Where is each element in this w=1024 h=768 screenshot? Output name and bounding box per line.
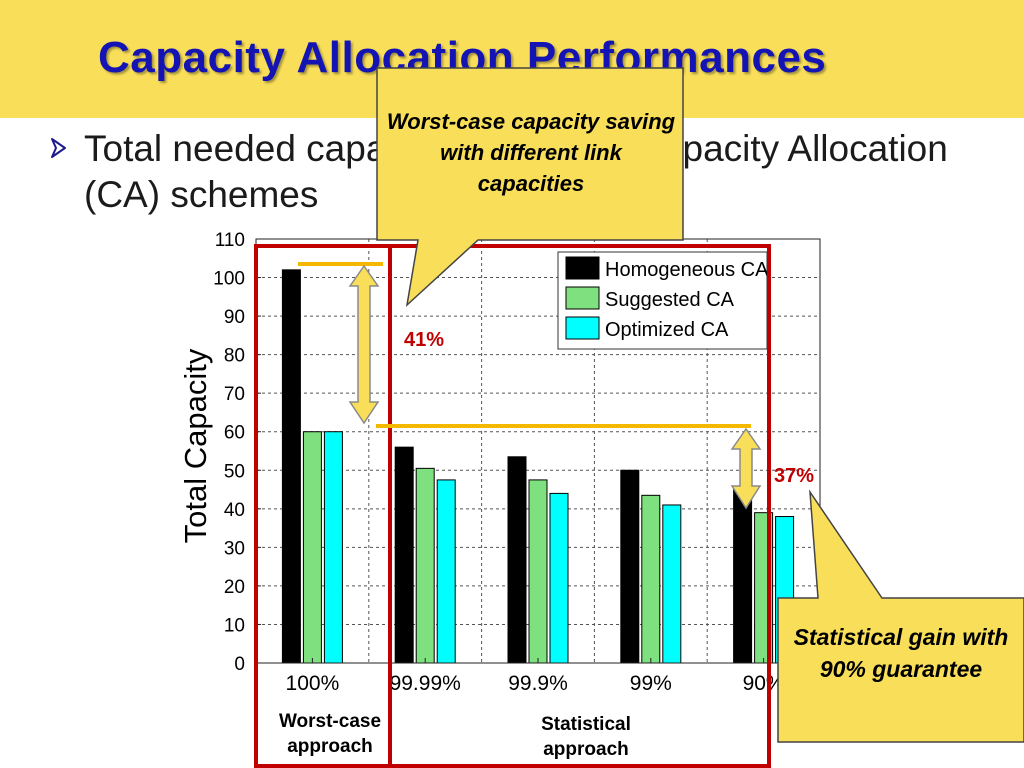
bullet-arrow-icon [51, 138, 66, 158]
bar-optimized [323, 431, 343, 664]
y-tick-label: 20 [224, 577, 245, 598]
y-ticks: 0 10 20 30 40 50 60 70 80 90 100 110 [213, 230, 261, 675]
statistical-approach-label: Statistical approach [541, 714, 631, 760]
y-tick-label: 40 [224, 500, 245, 521]
top-callout-text: Worst-case capacity saving with differen… [386, 109, 676, 196]
bar-homogeneous [507, 456, 527, 664]
x-tick-label: 99.9% [508, 672, 568, 695]
x-tick-label: 100% [286, 672, 340, 695]
x-tick-label: 99% [630, 672, 672, 695]
y-tick-label: 70 [224, 384, 245, 405]
legend-label-homogeneous: Homogeneous CA [605, 259, 769, 281]
right-callout-text: Statistical gain with 90% guarantee [793, 624, 1009, 682]
x-tick-label: 99.99% [390, 672, 461, 695]
bar-suggested [302, 431, 322, 664]
y-tick-label: 100 [213, 269, 245, 290]
bar-optimized [549, 492, 569, 664]
bar-suggested [415, 467, 435, 664]
x-tick-label: 90% [743, 672, 785, 695]
statistical-box [388, 244, 771, 768]
worst-case-gain-arrow [298, 262, 383, 425]
bar-homogeneous [620, 469, 640, 664]
bar-homogeneous [733, 489, 753, 664]
legend-swatch-suggested [565, 286, 600, 310]
legend-label-suggested: Suggested CA [605, 289, 735, 311]
y-tick-label: 10 [224, 615, 245, 636]
bar-suggested [528, 479, 548, 664]
legend: Homogeneous CA Suggested CA Optimized CA [557, 251, 769, 350]
worst-case-approach-label: Worst-case approach [278, 711, 382, 757]
top-callout [376, 67, 684, 308]
legend-swatch-homogeneous [565, 256, 600, 280]
y-tick-label: 90 [224, 307, 245, 328]
y-tick-label: 50 [224, 461, 245, 482]
y-tick-label: 110 [215, 230, 245, 251]
statistical-gain-arrow [376, 424, 762, 510]
legend-swatch-optimized [565, 316, 600, 340]
statistical-gain-label: 37% [774, 465, 814, 487]
y-tick-label: 0 [234, 654, 245, 675]
worst-case-gain-label: 41% [404, 329, 444, 351]
bar-optimized [436, 479, 456, 664]
bar-optimized [662, 504, 682, 664]
bar-homogeneous [394, 446, 414, 664]
y-tick-label: 80 [224, 346, 245, 367]
bar-suggested [641, 494, 661, 664]
x-ticks: 100% 99.99% 99.9% 99% 90% [286, 658, 785, 695]
right-callout [777, 489, 1024, 743]
y-tick-label: 30 [224, 538, 245, 559]
bar-homogeneous [281, 269, 301, 664]
y-axis-label: Total Capacity [178, 348, 213, 543]
legend-label-optimized: Optimized CA [605, 319, 729, 341]
y-tick-label: 60 [224, 423, 245, 444]
